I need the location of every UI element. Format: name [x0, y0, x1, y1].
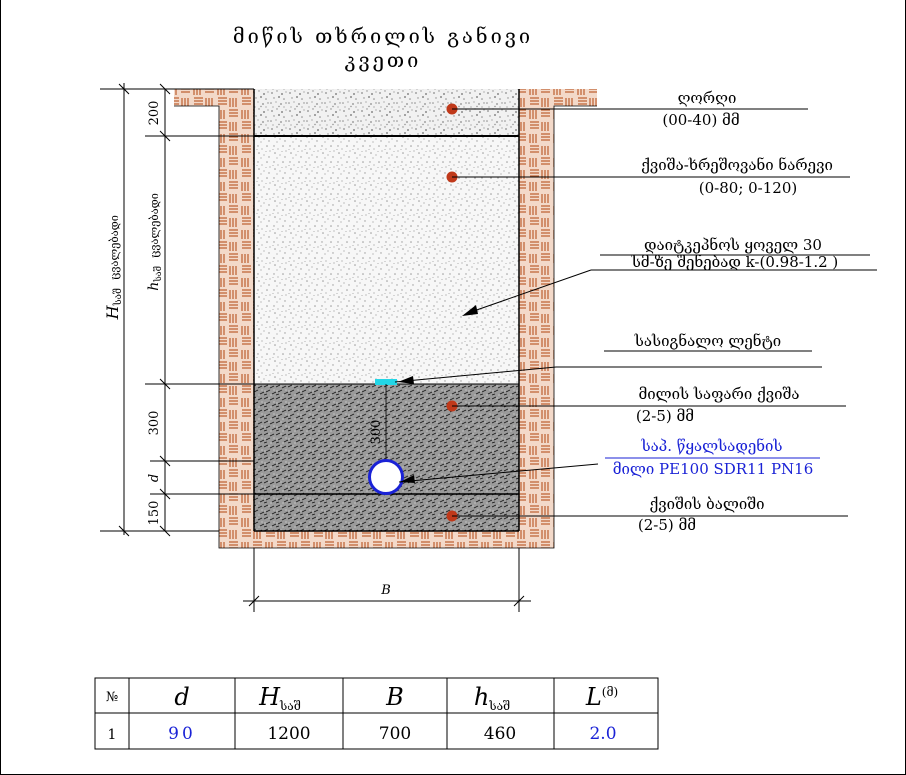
- title-line-2: კვეთი: [345, 48, 422, 72]
- dim-d: d: [147, 474, 162, 482]
- th-L: L(მ): [585, 683, 618, 711]
- wall-right: [519, 89, 554, 547]
- wall-bottom: [219, 531, 554, 548]
- label-sand-layer: მილის საფარი ქვიშა: [638, 385, 799, 403]
- label-fill-spec: (0-80; 0-120): [699, 179, 797, 197]
- td-B: 700: [379, 724, 411, 744]
- dim-top-layer: 200: [147, 101, 162, 126]
- water-pipe: [368, 459, 404, 495]
- td-no: 1: [108, 727, 117, 743]
- wall-left: [219, 89, 254, 547]
- dim-H-variable: Hსაშ ცვალებადი: [103, 215, 124, 320]
- label-sand-spec: (2-5) მმ: [636, 407, 694, 425]
- td-L: 2.0: [589, 724, 616, 744]
- label-compaction-1: დაიტკეპნოს ყოველ 30: [644, 236, 822, 254]
- title-line-1: მიწის თხრილის განივი: [233, 24, 533, 48]
- td-H: 1200: [267, 724, 310, 744]
- dim-inner: 300: [369, 420, 384, 445]
- label-compaction-2: სმ-ზე შენებად k-(0.98-1.2 ): [631, 253, 839, 271]
- label-fill-layer: ქვიშა-ხრეშოვანი ნარევი: [641, 156, 833, 174]
- dim-bed-layer: 150: [147, 501, 162, 526]
- svg-text:Hსაშ: Hსაშ: [103, 288, 124, 320]
- td-h: 460: [484, 724, 516, 744]
- layer-fill: [254, 136, 519, 384]
- label-pipe-2: მილი PE100 SDR11 PN16: [613, 460, 814, 478]
- th-B: B: [385, 683, 404, 711]
- label-bed-spec: (2-5) მმ: [638, 516, 696, 534]
- label-pipe-1: საპ. წყალსადენის: [640, 437, 782, 455]
- layer-sand: [254, 384, 519, 531]
- layer-top-gravel: [254, 89, 519, 136]
- label-top-layer: ღორღი: [678, 89, 737, 107]
- label-signal-tape: სასიგნალო ლენტი: [634, 332, 781, 350]
- svg-text:ცვალებადი: ცვალებადი: [108, 215, 121, 280]
- label-bed-layer: ქვიშის ბალიში: [649, 495, 764, 513]
- dim-h-variable: hსაშ ცვალებადი: [146, 193, 164, 291]
- td-d: 90: [168, 724, 196, 744]
- parameters-table: № d Hსაშ B hსაშ L(მ) 1 90 1200 700 460 2…: [94, 677, 659, 750]
- th-d: d: [174, 683, 189, 711]
- svg-text:ცვალებადი: ცვალებადი: [148, 193, 161, 258]
- svg-text:hსაშ: hსაშ: [146, 266, 164, 291]
- label-top-spec: (00-40) მმ: [662, 111, 739, 129]
- dim-B: B: [380, 583, 391, 598]
- th-h: hსაშ: [474, 683, 510, 713]
- dim-sand-layer: 300: [147, 411, 162, 436]
- signal-tape: [375, 379, 397, 385]
- th-no: №: [106, 690, 118, 705]
- th-H: Hსაშ: [258, 683, 301, 713]
